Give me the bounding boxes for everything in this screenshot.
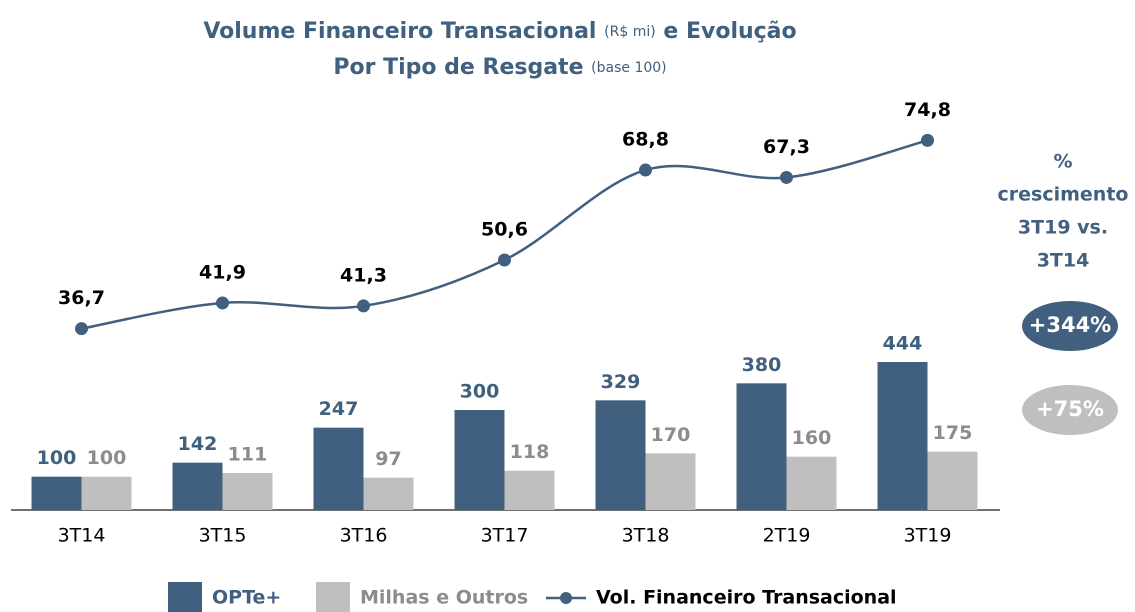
data-label: 247 [319, 398, 359, 420]
data-label: 67,3 [763, 136, 810, 158]
data-label: 118 [510, 441, 550, 463]
data-label: 300 [460, 381, 500, 403]
line-point [75, 322, 88, 336]
line-point [216, 296, 229, 310]
data-label: 100 [87, 447, 127, 469]
line-point [921, 133, 934, 147]
x-tick-label: 3T19 [904, 525, 952, 547]
bar [504, 470, 555, 510]
data-label: 100 [37, 447, 77, 469]
data-label: 111 [228, 444, 268, 466]
line-point [639, 163, 652, 177]
bar [454, 410, 505, 510]
subtitle-main: Por Tipo de Resgate [333, 55, 583, 80]
line-point [780, 170, 793, 184]
data-label: 329 [601, 371, 641, 393]
x-tick-label: 3T15 [199, 525, 247, 547]
data-label: 41,9 [199, 261, 246, 283]
bar [786, 456, 837, 510]
bar [172, 462, 223, 510]
title-main: Volume Financeiro Transacional [203, 19, 596, 44]
bar [313, 427, 364, 510]
x-tick-label: 2T19 [763, 525, 811, 547]
badge-text: +344% [1029, 313, 1111, 337]
bar [363, 477, 414, 510]
chart-title: Volume Financeiro Transacional (R$ mi) e… [203, 19, 796, 44]
data-label: 68,8 [622, 129, 669, 151]
legend-label: Milhas e Outros [360, 587, 528, 609]
x-tick-label: 3T16 [340, 525, 388, 547]
data-label: 97 [375, 448, 401, 470]
bar [222, 473, 273, 510]
title-suffix: e Evolução [663, 19, 796, 44]
data-label: 142 [178, 433, 218, 455]
line-point [357, 299, 370, 313]
bar [927, 451, 978, 510]
bar [877, 362, 928, 510]
chart-subtitle: Por Tipo de Resgate (base 100) [333, 55, 666, 80]
bar [736, 383, 787, 510]
annotation-text: % [1053, 151, 1072, 173]
line-point [498, 253, 511, 267]
data-label: 41,3 [340, 264, 387, 286]
annotation-text: 3T19 vs. [1018, 217, 1108, 239]
bar [645, 453, 696, 510]
x-tick-label: 3T18 [622, 525, 670, 547]
subtitle-unit: (base 100) [591, 60, 666, 76]
data-label: 160 [792, 427, 832, 449]
badge-text: +75% [1036, 397, 1104, 421]
badge [1022, 385, 1118, 435]
legend-label: Vol. Financeiro Transacional [596, 587, 897, 609]
data-label: 170 [651, 424, 691, 446]
data-label: 50,6 [481, 218, 528, 240]
bar [595, 400, 646, 510]
title-unit: (R$ mi) [604, 24, 656, 40]
badge [1022, 301, 1118, 351]
annotation-text: crescimento [998, 184, 1129, 206]
data-label: 380 [742, 354, 782, 376]
data-label: 175 [933, 422, 973, 444]
legend-swatch [168, 582, 202, 612]
legend-swatch [316, 582, 350, 612]
x-tick-label: 3T14 [58, 525, 106, 547]
data-label: 36,7 [58, 287, 105, 309]
annotation-text: 3T14 [1037, 250, 1090, 272]
data-label: 444 [883, 333, 923, 355]
x-tick-label: 3T17 [481, 525, 529, 547]
bar [81, 476, 132, 510]
bar [31, 476, 82, 510]
legend-dot [560, 592, 572, 604]
legend-label: OPTe+ [212, 587, 281, 609]
data-label: 74,8 [904, 99, 951, 121]
